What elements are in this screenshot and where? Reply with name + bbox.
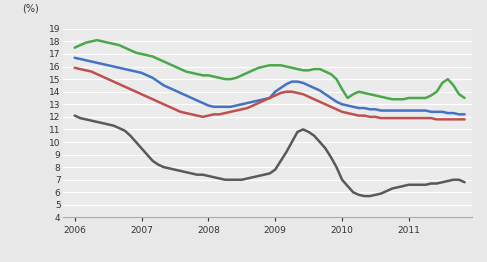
KK <box>311 68 317 71</box>
Line: Dep 1 Bln: Dep 1 Bln <box>75 116 465 196</box>
KMK <box>306 84 312 87</box>
KI <box>434 118 440 121</box>
KMK <box>439 110 445 113</box>
KMK <box>83 59 89 62</box>
KI <box>261 99 267 102</box>
Dep 1 Bln <box>83 118 89 121</box>
Dep 1 Bln <box>373 193 378 196</box>
KK <box>133 51 139 54</box>
KMK <box>183 94 189 97</box>
KMK <box>456 113 462 116</box>
KK <box>434 90 440 93</box>
KMK <box>462 113 468 116</box>
KI <box>367 115 373 118</box>
KI <box>72 66 77 69</box>
KI <box>445 118 451 121</box>
Dep 1 Bln <box>361 194 367 198</box>
KK <box>83 41 89 44</box>
KI <box>183 112 189 115</box>
KI <box>306 95 312 98</box>
Dep 1 Bln <box>445 179 451 183</box>
Dep 1 Bln <box>72 114 77 117</box>
Line: KI: KI <box>75 68 465 119</box>
Text: (%): (%) <box>22 4 39 14</box>
KI <box>83 69 89 72</box>
Line: KK: KK <box>75 40 465 99</box>
KK <box>389 98 395 101</box>
KMK <box>72 56 77 59</box>
KK <box>72 46 77 49</box>
Line: KMK: KMK <box>75 58 465 114</box>
KK <box>462 96 468 100</box>
KMK <box>367 108 373 111</box>
KK <box>267 64 273 67</box>
Dep 1 Bln <box>306 130 312 134</box>
KK <box>450 84 456 87</box>
KMK <box>261 98 267 101</box>
KI <box>462 118 468 121</box>
Dep 1 Bln <box>183 171 189 174</box>
Dep 1 Bln <box>462 181 468 184</box>
KK <box>94 39 100 42</box>
Dep 1 Bln <box>261 173 267 176</box>
